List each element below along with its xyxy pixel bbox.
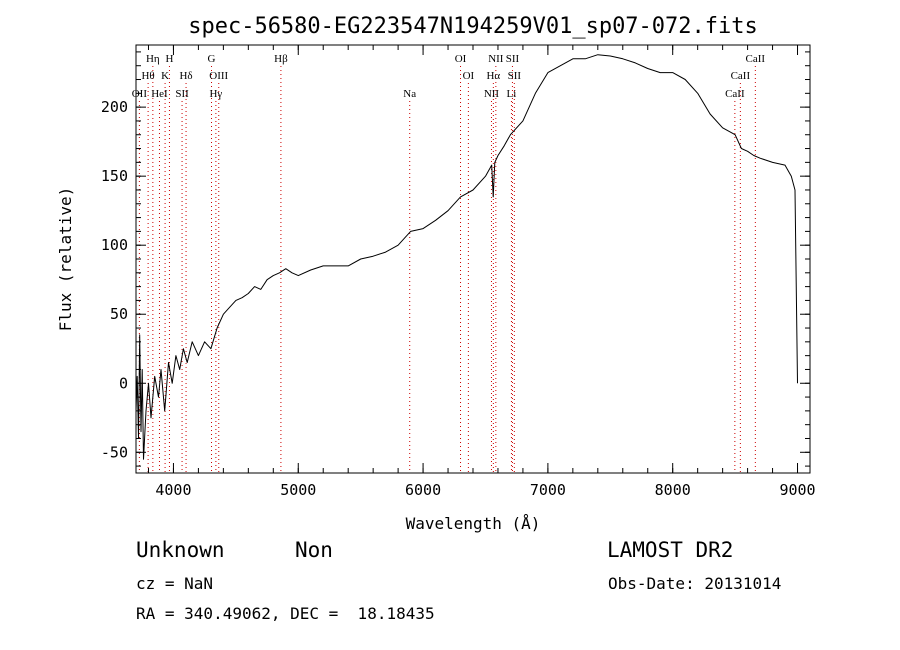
line-marker-label: K [161,70,169,82]
y-axis-label: Flux (relative) [56,187,75,332]
line-marker-label: HeI [151,88,168,100]
line-marker-label: Hβ [274,53,288,65]
line-marker-label: SII [506,53,520,65]
chart-title: spec-56580-EG223547N194259V01_sp07-072.f… [188,14,758,39]
line-marker-label: Li [507,88,517,100]
line-marker-label: Hγ [209,88,222,100]
object-class: Unknown [136,538,225,562]
line-marker-label: H [165,53,173,65]
line-marker-label: CaII [746,53,766,65]
y-tick-label: 150 [101,167,128,185]
redshift-cz: cz = NaN [136,574,214,593]
line-marker-label: OI [463,70,475,82]
line-marker-label: Na [403,88,416,100]
line-marker-label: NII [484,88,500,100]
y-tick-label: 50 [110,305,128,323]
line-marker-label: SII [175,88,189,100]
plot-frame [135,44,811,474]
ra-dec-coordinates: RA = 340.49062, DEC = 18.18435 [136,604,435,623]
line-marker-label: Hδ [179,70,192,82]
line-marker-label: Hη [146,53,160,65]
line-marker-label: NII [488,53,504,65]
line-marker-label: OI [455,53,467,65]
object-subclass: Non [295,538,333,562]
line-marker-label: OII [132,88,148,100]
x-tick-label: 5000 [280,481,316,499]
survey-name: LAMOST DR2 [607,538,734,562]
line-marker-label: Hθ [141,70,154,82]
x-tick-label: 7000 [530,481,566,499]
y-tick-label: 0 [119,374,128,392]
x-tick-label: 4000 [155,481,191,499]
line-marker-label: OIII [209,70,228,82]
x-tick-label: 8000 [655,481,691,499]
observation-date: Obs-Date: 20131014 [608,574,782,593]
line-marker-label: Hα [486,70,500,82]
y-tick-label: -50 [101,443,128,461]
x-tick-label: 6000 [405,481,441,499]
line-marker-label: G [208,53,216,65]
y-tick-label: 200 [101,98,128,116]
line-marker-label: CaII [731,70,751,82]
y-tick-label: 100 [101,236,128,254]
x-tick-label: 9000 [779,481,815,499]
x-axis-label: Wavelength (Å) [406,514,541,533]
spectrum-line [135,54,798,460]
line-marker-label: CaII [725,88,745,100]
line-marker-label: SII [508,70,522,82]
